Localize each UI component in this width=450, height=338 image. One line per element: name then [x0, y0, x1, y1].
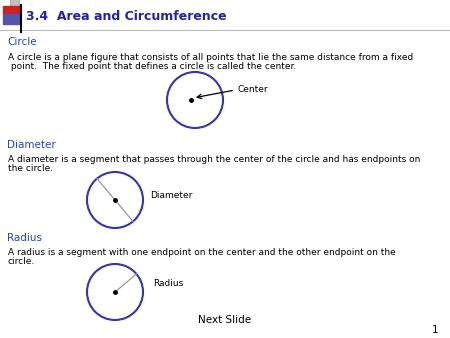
Text: Diameter: Diameter: [7, 140, 56, 150]
Text: 1: 1: [432, 325, 438, 335]
Text: A diameter is a segment that passes through the center of the circle and has end: A diameter is a segment that passes thro…: [8, 155, 420, 164]
Text: Radius: Radius: [153, 280, 183, 289]
Text: the circle.: the circle.: [8, 164, 53, 173]
Text: point.  The fixed point that defines a circle is called the center.: point. The fixed point that defines a ci…: [8, 62, 296, 71]
Text: Circle: Circle: [7, 37, 36, 47]
Text: A radius is a segment with one endpoint on the center and the other endpoint on : A radius is a segment with one endpoint …: [8, 248, 396, 257]
Text: Diameter: Diameter: [150, 192, 193, 200]
Text: circle.: circle.: [8, 257, 35, 266]
Bar: [3, 6, 19, 14]
Text: 3.4  Area and Circumference: 3.4 Area and Circumference: [26, 9, 227, 23]
Bar: [3, 14, 19, 24]
Text: Next Slide: Next Slide: [198, 315, 252, 325]
Text: A circle is a plane figure that consists of all points that lie the same distanc: A circle is a plane figure that consists…: [8, 53, 413, 62]
Bar: [10, 0, 19, 14]
Text: Radius: Radius: [7, 233, 42, 243]
Text: Center: Center: [237, 86, 268, 95]
